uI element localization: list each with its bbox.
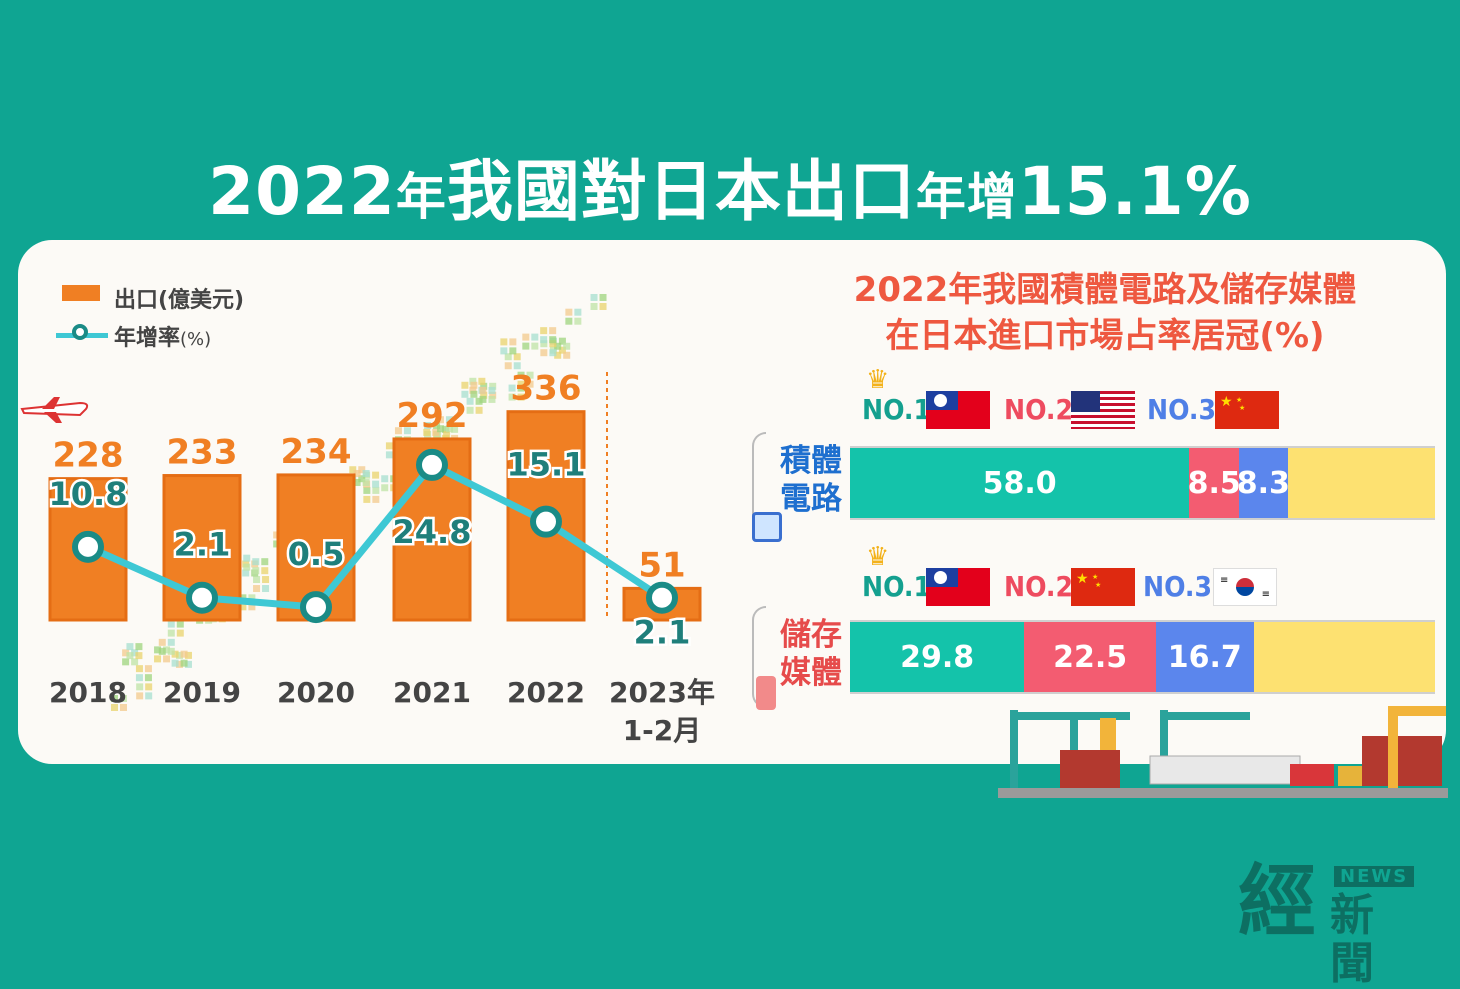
right-title-line2: 在日本進口市場占率居冠(%) (885, 316, 1325, 356)
taiwan-flag (926, 568, 990, 606)
rank-label: NO.3 (1143, 570, 1212, 603)
x-tick-label: 2018 (49, 676, 127, 709)
growth-point (646, 581, 678, 614)
growth-value-label: 15.1 (507, 446, 586, 484)
bar-value-label: 51 (638, 545, 685, 585)
usa-flag (1071, 391, 1135, 429)
crown-icon: ♛ (866, 542, 890, 572)
crown-icon: ♛ (866, 365, 890, 395)
x-tick-label: 2021 (393, 676, 471, 709)
rank-label: NO.2 (1004, 393, 1073, 426)
rank-label: NO.3 (1147, 393, 1216, 426)
growth-value-label: 2.1 (634, 614, 691, 652)
x-tick-label: 2020 (277, 676, 355, 709)
growth-line (86, 461, 664, 611)
x-tick-label: 1-2月 (623, 714, 702, 747)
legend-line-label: 年增率(%) (114, 326, 212, 351)
x-tick-label: 2019 (163, 676, 241, 709)
growth-point (186, 581, 218, 614)
share-segment: 22.5 (1024, 622, 1156, 692)
bar-2022 (506, 410, 586, 622)
share-segment-others (1253, 622, 1435, 692)
usb-drive-icon (756, 676, 776, 710)
cpu-icon (752, 512, 782, 542)
growth-value-label: 24.8 (393, 513, 472, 551)
share-segment: 29.8 (850, 622, 1025, 692)
share-segment: 16.7 (1155, 622, 1254, 692)
share-segment-others (1287, 448, 1435, 518)
china-flag: ★ ★ ★ (1215, 391, 1279, 429)
airplane-icon (20, 397, 89, 423)
legend-bar-label: 出口(億美元) (114, 288, 245, 313)
bar-value-label: 233 (167, 433, 238, 473)
x-tick-label: 2022 (507, 676, 585, 709)
growth-value-label: 10.8 (49, 475, 128, 513)
rank-label: NO.2 (1004, 570, 1073, 603)
share-segment: 8.3 (1239, 448, 1288, 518)
row-label: 積體 電路 (780, 443, 842, 517)
share-segment: 58.0 (850, 448, 1190, 518)
legend-bar-swatch (62, 285, 100, 301)
bar-value-label: 336 (511, 369, 582, 409)
growth-value-label: 2.1 (174, 526, 231, 564)
bar-value-label: 234 (281, 432, 352, 472)
row-label: 儲存 媒體 (780, 617, 842, 691)
rank-label: NO.1 (862, 393, 931, 426)
growth-value-label: 0.5 (288, 535, 345, 573)
legend-line-dot (72, 324, 88, 340)
taiwan-flag (926, 391, 990, 429)
bar-2021 (392, 437, 472, 622)
growth-point (72, 530, 104, 563)
china-flag: ★ ★ ★ (1071, 568, 1135, 606)
growth-point (300, 591, 332, 624)
x-tick-label: 2023年 (609, 676, 715, 709)
share-segment: 8.5 (1189, 448, 1240, 518)
bar-value-label: 292 (397, 396, 468, 436)
right-title-line1: 2022年我國積體電路及儲存媒體 (853, 270, 1357, 310)
bar-value-label: 228 (53, 436, 124, 476)
share-bar-row: 29.8 22.5 16.7 (850, 620, 1435, 694)
growth-point (530, 505, 562, 538)
growth-point (416, 448, 448, 481)
rank-label: NO.1 (862, 570, 931, 603)
korea-flag: ≡ ≡ (1213, 568, 1277, 606)
page-title: 2022年我國對日本出口年增15.1% (208, 153, 1252, 230)
share-bar-row: 58.0 8.5 8.3 (850, 446, 1435, 520)
